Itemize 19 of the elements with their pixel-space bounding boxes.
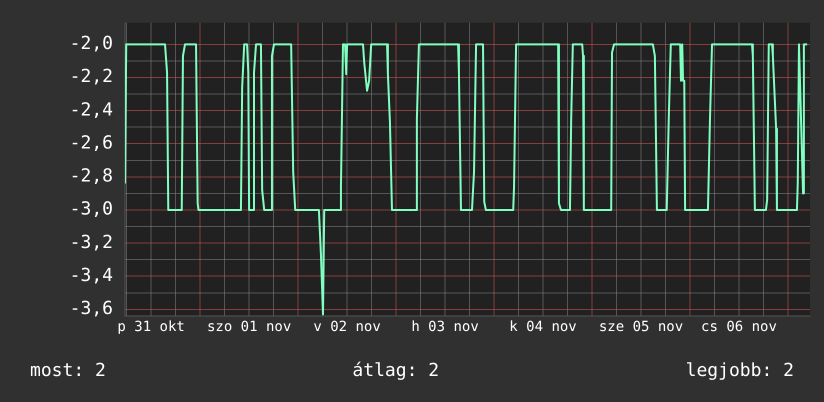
- text: átlag: 2: [352, 360, 440, 381]
- y-tick-label: -2,4: [70, 99, 113, 120]
- x-tick-label: cs 06 nov: [701, 319, 777, 336]
- y-tick-label: -3,0: [70, 198, 113, 220]
- y-tick-label: -3,2: [70, 232, 113, 253]
- text: legjobb: 2: [686, 360, 794, 381]
- x-tick-label: k 04 nov: [509, 319, 577, 336]
- x-tick-label: p 31 okt: [117, 319, 185, 336]
- x-tick-label: v 02 nov: [313, 319, 381, 336]
- x-tick-label: h 03 nov: [411, 319, 479, 336]
- x-tick-label: sze 05 nov: [598, 319, 684, 336]
- x-tick-label: szo 01 nov: [206, 319, 292, 336]
- y-tick-label: -3,6: [70, 298, 113, 320]
- y-tick-label: -2,6: [70, 132, 113, 154]
- y-tick-label: -2,8: [70, 166, 113, 187]
- text: most: 2: [30, 360, 106, 381]
- y-tick-label: -3,4: [70, 264, 113, 286]
- y-tick-label: -2,2: [70, 66, 113, 88]
- y-tick-label: -2,0: [70, 33, 113, 54]
